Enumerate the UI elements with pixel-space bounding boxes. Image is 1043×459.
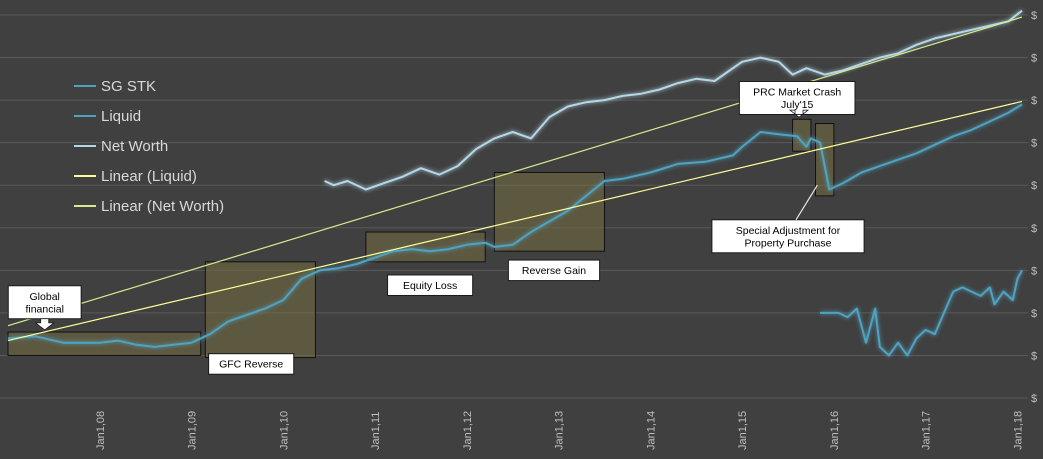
series-line-linear-net-worth	[7, 16, 1023, 327]
highlight-box	[365, 231, 486, 263]
annotation-text: Property Purchase	[745, 237, 832, 249]
annotation-text: PRC Market Crash	[753, 86, 841, 98]
x-tick-label: Jan1,13	[554, 411, 566, 450]
legend-item-label: Linear (Liquid)	[101, 168, 197, 185]
annotation-text: financial	[25, 303, 64, 315]
annotation-text: Global	[30, 291, 60, 303]
legend-item-label: Liquid	[101, 108, 141, 125]
y-tick-label: $	[1031, 223, 1037, 235]
x-tick-label: Jan1,11	[370, 412, 382, 450]
x-tick-label: Jan1,08	[95, 411, 107, 450]
y-tick-label: $	[1031, 308, 1037, 320]
legend-item-label: Net Worth	[101, 138, 168, 155]
annotation-arrow	[788, 109, 810, 118]
series-line-net-worth	[324, 9, 1023, 191]
y-tick-label: $	[1031, 10, 1037, 22]
x-tick-label: Jan1,10	[278, 411, 290, 450]
y-tick-label: $	[1031, 180, 1037, 192]
y-tick-label: $	[1031, 53, 1037, 65]
x-tick-label: Jan1,15	[737, 411, 749, 450]
annotation-text: July'15	[781, 99, 814, 111]
y-tick-label: $	[1031, 350, 1037, 362]
annotation-text: GFC Reverse	[219, 359, 283, 371]
x-tick-label: Jan1,16	[829, 411, 841, 450]
series-line-sg-stk	[820, 269, 1023, 357]
y-tick-label: $	[1031, 95, 1037, 107]
y-tick-label: $	[1031, 138, 1037, 150]
annotation-box	[711, 219, 865, 254]
annotation-arrow	[34, 318, 55, 331]
annotation-leader	[795, 184, 818, 221]
annotation-box	[208, 353, 295, 375]
y-tick-label: $	[1031, 393, 1037, 405]
series-line-linear-liquid	[7, 100, 1023, 342]
annotation-text: Equity Loss	[403, 280, 457, 292]
annotation-box	[7, 285, 82, 320]
annotation-text: Special Adjustment for	[736, 225, 841, 237]
legend-item-label: SG STK	[101, 78, 156, 95]
annotation-box	[387, 274, 474, 296]
highlight-box	[493, 171, 605, 252]
annotation-box	[738, 80, 856, 115]
highlight-box	[815, 123, 835, 197]
x-tick-label: Jan1,18	[1012, 411, 1024, 450]
x-tick-label: Jan1,14	[645, 411, 657, 450]
x-tick-label: Jan1,17	[921, 411, 933, 450]
x-tick-label: Jan1,09	[187, 411, 199, 450]
y-tick-label: $	[1031, 265, 1037, 277]
annotation-text: Reverse Gain	[522, 265, 586, 277]
series-line-liquid	[7, 103, 1023, 348]
annotation-box	[507, 259, 601, 282]
highlight-box	[7, 331, 202, 356]
x-tick-label: Jan1,12	[462, 411, 474, 450]
legend-item-label: Linear (Net Worth)	[101, 198, 224, 215]
